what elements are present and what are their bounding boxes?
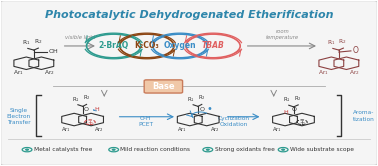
Text: R$_1$: R$_1$ [72,95,80,104]
Text: O: O [199,107,204,112]
Text: K₂CO₃: K₂CO₃ [135,42,159,50]
Text: Photocatalytic Dehydrogenated Etherification: Photocatalytic Dehydrogenated Etherifica… [45,10,333,20]
Circle shape [26,149,29,150]
Text: Ar$_2$: Ar$_2$ [349,69,360,77]
Text: O-H
PCET: O-H PCET [138,116,153,127]
Text: Ar$_1$: Ar$_1$ [61,125,71,134]
Text: TBAB: TBAB [201,42,225,50]
Text: H: H [94,107,99,112]
Text: Ar$_1$: Ar$_1$ [177,125,186,134]
Text: OH: OH [48,49,58,54]
Circle shape [282,149,285,150]
Circle shape [112,149,115,150]
Text: Oxygen: Oxygen [164,42,196,50]
Text: Single
Electron
Transfer: Single Electron Transfer [7,108,31,125]
Text: Ar$_2$: Ar$_2$ [210,125,220,134]
Text: R$_1$: R$_1$ [327,38,336,47]
Text: Aroma-
tization: Aroma- tization [352,110,374,122]
Text: O: O [291,107,296,112]
Text: Mild reaction conditions: Mild reaction conditions [121,147,191,152]
Text: Base: Base [152,82,175,91]
Text: O: O [84,107,89,112]
Text: R$_1$: R$_1$ [283,95,291,104]
FancyBboxPatch shape [144,80,183,93]
Text: Metal catalysts free: Metal catalysts free [34,147,92,152]
Text: Ar$_1$: Ar$_1$ [318,69,328,77]
Text: +: + [299,120,305,125]
Text: R$_2$: R$_2$ [34,37,43,46]
Text: R$_2$: R$_2$ [294,94,302,103]
Text: Strong oxidants free: Strong oxidants free [215,147,274,152]
Text: visible light: visible light [65,35,95,40]
Text: R$_2$: R$_2$ [198,93,206,102]
Text: R$_1$: R$_1$ [187,95,195,104]
Text: O: O [352,46,358,55]
Text: •: • [206,104,212,114]
Text: Cyclization
Oxidation: Cyclization Oxidation [217,116,249,127]
Circle shape [206,149,209,150]
Text: R$_1$: R$_1$ [22,38,31,47]
Text: Ar$_1$: Ar$_1$ [13,69,23,77]
Text: R$_2$: R$_2$ [83,93,90,102]
Text: +: + [87,120,93,125]
Text: Wide substrate scope: Wide substrate scope [290,147,354,152]
Text: Ar$_2$: Ar$_2$ [44,69,55,77]
Text: 2-BrAQ: 2-BrAQ [99,42,129,50]
Text: H: H [284,110,288,116]
Text: Ar$_1$: Ar$_1$ [272,125,282,134]
Text: room
temperature: room temperature [266,29,299,40]
Text: Ar$_2$: Ar$_2$ [94,125,104,134]
Text: R$_2$: R$_2$ [338,37,347,46]
